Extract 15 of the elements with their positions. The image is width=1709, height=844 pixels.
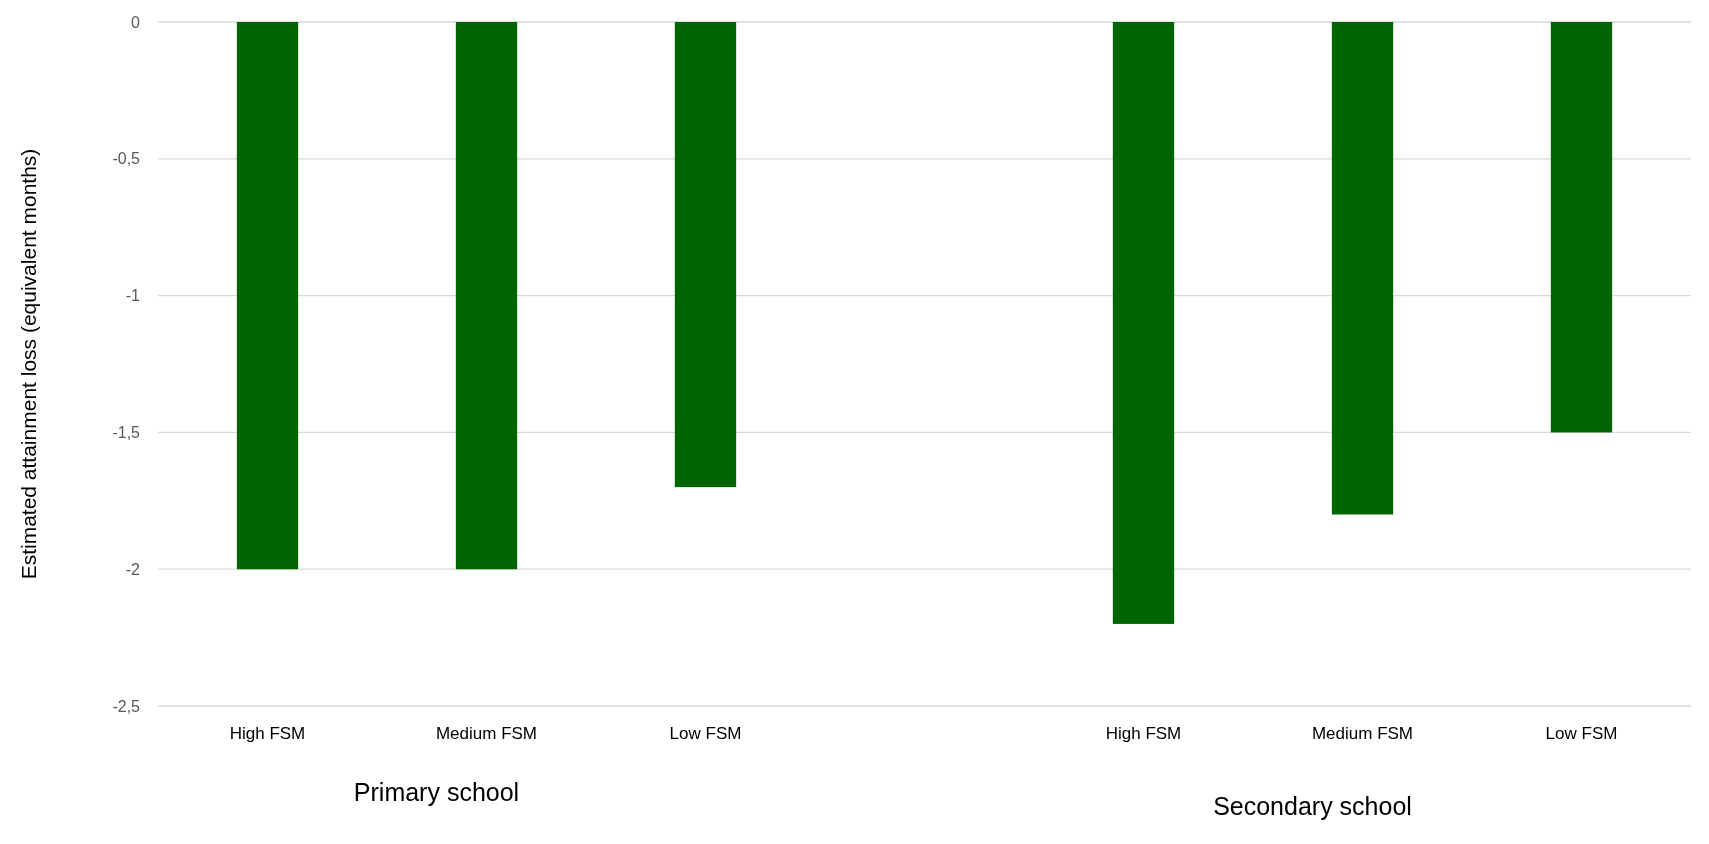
x-tick-label: Medium FSM [435,724,538,743]
y-tick-label: 0 [131,13,141,31]
x-tick-label: Low FSM [1545,724,1618,743]
y-tick-label: -1,5 [112,424,141,441]
y-tick-label: -2 [125,560,141,578]
y-axis-title: Estimated attainment loss (equivalent months) [17,148,40,580]
y-tick-label: -1 [125,287,141,305]
x-tick-label: Low FSM [669,724,742,743]
y-tick-label: -0,5 [112,150,141,168]
y-tick-label: -2,5 [112,697,141,715]
x-tick-label: Medium FSM [1311,724,1414,743]
text: Primary school [353,778,520,806]
x-tick-label: High FSM [1105,724,1182,743]
text: Secondary school [1213,792,1412,820]
x-tick-label: High FSM [229,724,306,743]
